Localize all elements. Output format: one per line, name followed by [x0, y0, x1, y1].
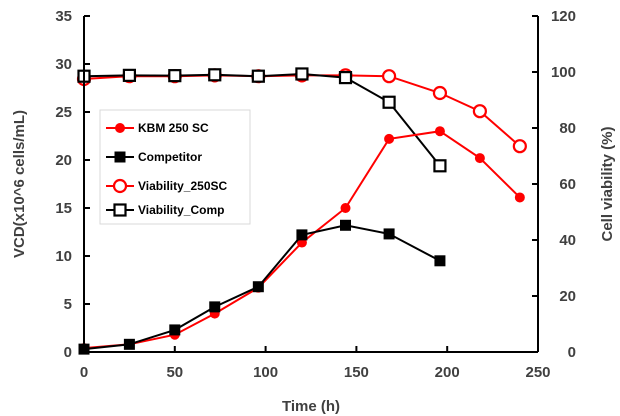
y-axis-title: VCD(x10^6 cells/mL) — [11, 110, 28, 258]
legend-swatch-marker — [113, 203, 127, 217]
legend-label: Viability_250SC — [138, 179, 227, 193]
legend-label: KBM 250 SC — [138, 121, 209, 135]
y2-tick-label: 0 — [568, 344, 576, 361]
data-point — [208, 68, 222, 82]
y-tick-label: 15 — [55, 200, 72, 217]
x-axis-title: Time (h) — [282, 398, 340, 415]
legend-swatch-marker — [112, 178, 128, 194]
y-tick-label: 20 — [55, 152, 72, 169]
data-point — [472, 104, 487, 119]
y2-tick-label: 60 — [559, 176, 576, 193]
data-point — [209, 301, 221, 313]
series-layer — [76, 67, 527, 355]
data-point — [474, 153, 485, 164]
data-point — [168, 69, 182, 83]
data-point — [338, 70, 353, 85]
x-tick-label: 200 — [435, 364, 460, 381]
legend-label: Competitor — [138, 150, 202, 164]
data-point — [340, 203, 351, 213]
data-point — [432, 85, 448, 101]
legend: KBM 250 SC Competitor Viability_250SC Viabi… — [99, 109, 251, 225]
legend-swatch-marker — [114, 151, 126, 163]
data-point — [512, 139, 527, 154]
data-point — [295, 67, 309, 81]
x-tick-label: 150 — [344, 364, 369, 381]
data-point — [381, 69, 397, 84]
y-tick-label: 0 — [64, 344, 72, 361]
data-point — [383, 228, 395, 240]
data-point — [514, 192, 525, 203]
data-point — [169, 324, 181, 336]
data-point — [252, 281, 264, 293]
y2-axis-title: Cell viability (%) — [599, 126, 616, 241]
series-competitor — [78, 219, 446, 355]
y-tick-label: 10 — [55, 248, 72, 265]
data-point — [434, 126, 445, 137]
data-point — [122, 68, 137, 82]
y-tick-label: 35 — [55, 8, 72, 25]
y2-tick-label: 40 — [559, 232, 576, 249]
legend-swatch-marker — [115, 123, 125, 133]
y2-tick-label: 100 — [551, 64, 576, 81]
data-point — [434, 255, 446, 267]
data-point — [340, 219, 352, 231]
y-tick-label: 25 — [55, 104, 72, 121]
y-tick-label: 30 — [55, 56, 72, 73]
data-point — [433, 159, 447, 173]
x-tick-label: 50 — [166, 364, 183, 381]
data-point — [382, 95, 396, 109]
data-point — [123, 338, 135, 350]
data-point — [296, 229, 308, 241]
x-tick-label: 100 — [253, 364, 278, 381]
legend-label: Viability_Comp — [138, 203, 224, 217]
y2-tick-label: 80 — [559, 120, 576, 137]
y-axis-ticks: 0 5 10 15 20 25 30 35 — [55, 8, 90, 361]
y-tick-label: 5 — [64, 296, 72, 313]
y2-tick-label: 20 — [559, 288, 576, 305]
x-tick-label: 250 — [525, 364, 550, 381]
x-tick-label: 0 — [80, 364, 88, 381]
y2-tick-label: 120 — [551, 8, 576, 25]
data-point — [251, 69, 265, 83]
data-point — [384, 133, 395, 144]
